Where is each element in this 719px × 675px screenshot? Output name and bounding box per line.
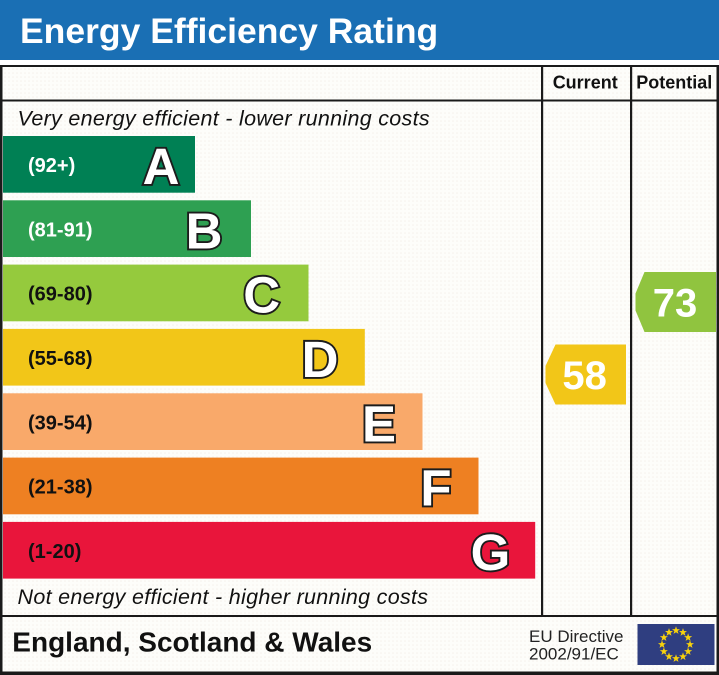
svg-text:D: D [302, 331, 339, 388]
svg-text:(92+): (92+) [28, 155, 75, 177]
svg-text:(69-80): (69-80) [28, 284, 92, 306]
svg-text:(39-54): (39-54) [28, 412, 92, 434]
svg-text:G: G [471, 524, 511, 581]
svg-text:Current: Current [553, 73, 618, 93]
svg-text:Very energy efficient - lower: Very energy efficient - lower running co… [18, 107, 430, 131]
svg-text:58: 58 [562, 354, 607, 398]
svg-text:A: A [143, 138, 180, 195]
svg-text:73: 73 [653, 282, 698, 326]
svg-text:(55-68): (55-68) [28, 348, 92, 370]
svg-text:(21-38): (21-38) [28, 477, 92, 499]
svg-text:(81-91): (81-91) [28, 219, 92, 241]
svg-text:Energy Efficiency Rating: Energy Efficiency Rating [20, 11, 438, 51]
svg-text:England, Scotland & Wales: England, Scotland & Wales [12, 627, 372, 658]
svg-text:C: C [243, 267, 280, 324]
svg-text:F: F [420, 460, 451, 517]
svg-text:(1-20): (1-20) [28, 541, 81, 563]
svg-text:B: B [186, 202, 223, 259]
svg-text:Potential: Potential [636, 73, 712, 93]
svg-text:E: E [362, 395, 396, 452]
svg-text:EU Directive: EU Directive [529, 627, 623, 646]
svg-text:Not energy efficient - higher: Not energy efficient - higher running co… [18, 585, 429, 609]
svg-text:2002/91/EC: 2002/91/EC [529, 645, 619, 664]
